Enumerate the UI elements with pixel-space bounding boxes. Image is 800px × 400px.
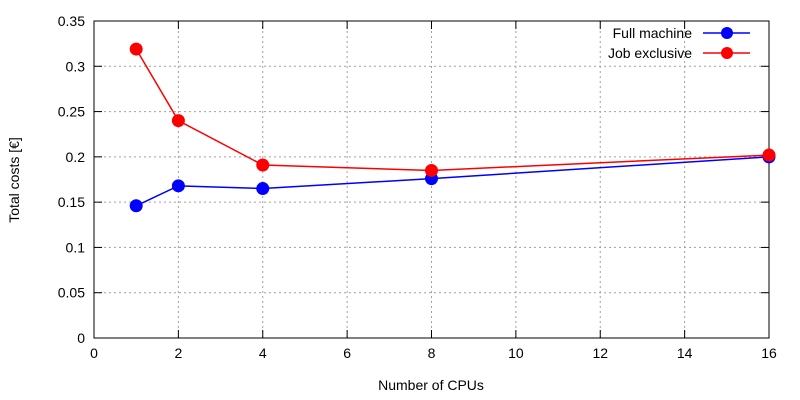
x-tick-label: 12: [592, 345, 608, 361]
legend-item: Full machine: [613, 25, 750, 41]
data-point: [256, 182, 270, 196]
y-tick-label: 0.2: [66, 149, 86, 165]
legend-item: Job exclusive: [608, 45, 750, 61]
x-tick-label: 4: [259, 345, 267, 361]
x-tick-label: 6: [343, 345, 351, 361]
x-tick-label: 10: [508, 345, 524, 361]
y-tick-label: 0.35: [58, 13, 85, 29]
series-job-exclusive: [129, 42, 776, 177]
x-axis-label: Number of CPUs: [378, 377, 484, 393]
y-tick-label: 0.3: [66, 58, 86, 74]
data-point: [425, 163, 438, 177]
legend-swatch-marker: [721, 47, 733, 59]
x-tick-label: 2: [174, 345, 182, 361]
x-tick-label: 0: [90, 345, 98, 361]
y-axis-label: Total costs [€]: [6, 137, 22, 223]
x-tick-label: 14: [677, 345, 693, 361]
data-point: [129, 42, 143, 56]
legend: Full machine Job exclusive: [608, 25, 750, 61]
data-point: [171, 179, 185, 193]
tick-labels: 0 2 4 6 8 10 12 14 16 0 0.05 0.1 0.15 0.2 0.25 0.3 0.35: [58, 13, 777, 361]
series-full-machine: [129, 150, 776, 213]
y-tick-label: 0.1: [66, 239, 86, 255]
x-tick-label: 16: [761, 345, 777, 361]
legend-swatch-marker: [721, 27, 733, 39]
y-tick-label: 0: [77, 330, 85, 346]
series-layer: [129, 42, 776, 213]
data-point: [171, 114, 185, 128]
plot-frame: [93, 20, 770, 339]
y-tick-label: 0.25: [58, 104, 85, 120]
data-point: [256, 158, 270, 172]
series-line: [135, 48, 770, 172]
y-tick-label: 0.05: [58, 285, 85, 301]
data-point: [762, 148, 776, 162]
y-tick-label: 0.15: [58, 194, 85, 210]
series-line: [135, 156, 770, 207]
data-point: [129, 199, 143, 213]
legend-label: Full machine: [613, 25, 693, 41]
legend-label: Job exclusive: [608, 45, 692, 61]
x-tick-label: 8: [428, 345, 436, 361]
